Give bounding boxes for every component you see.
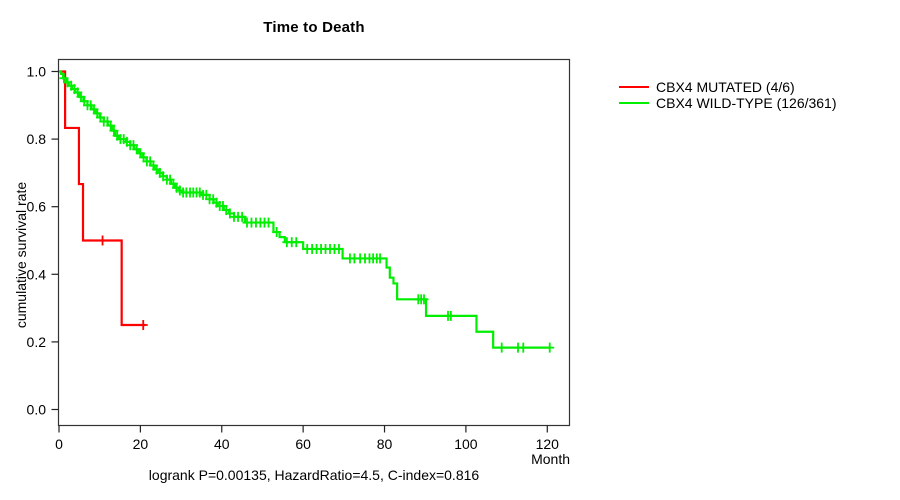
legend-label-mutated: CBX4 MUTATED (4/6)	[656, 79, 795, 95]
legend-item-wild-type: CBX4 WILD-TYPE (126/361)	[619, 95, 837, 111]
x-tick-label: 40	[214, 436, 230, 452]
x-tick-label: 100	[454, 436, 478, 452]
y-tick-label: 0.2	[27, 334, 47, 350]
y-tick-label: 0.6	[27, 199, 47, 215]
x-tick-label: 0	[55, 436, 63, 452]
y-tick-label: 1.0	[27, 64, 47, 80]
survival-curve-wild-type	[59, 70, 550, 349]
x-tick-label: 80	[377, 436, 393, 452]
y-tick-label: 0.0	[27, 402, 47, 418]
x-tick-label: 120	[536, 436, 560, 452]
x-tick-label: 20	[133, 436, 149, 452]
y-tick-label: 0.8	[27, 131, 47, 147]
statistics-footnote: logrank P=0.00135, HazardRatio=4.5, C-in…	[148, 467, 480, 483]
x-tick-label: 60	[295, 436, 311, 452]
y-tick-label: 0.4	[27, 266, 47, 282]
mutated-line-swatch	[619, 86, 649, 88]
y-axis-label: cumulative survival rate	[13, 182, 29, 328]
survival-curve-mutated	[59, 70, 146, 327]
wild-type-line-swatch	[619, 102, 649, 104]
plot-border	[57, 58, 571, 427]
x-axis-label: Month	[531, 451, 570, 467]
legend: CBX4 MUTATED (4/6) CBX4 WILD-TYPE (126/3…	[619, 79, 837, 111]
legend-item-mutated: CBX4 MUTATED (4/6)	[619, 79, 837, 95]
page-title: Time to Death	[263, 19, 365, 36]
legend-label-wild-type: CBX4 WILD-TYPE (126/361)	[656, 95, 837, 111]
